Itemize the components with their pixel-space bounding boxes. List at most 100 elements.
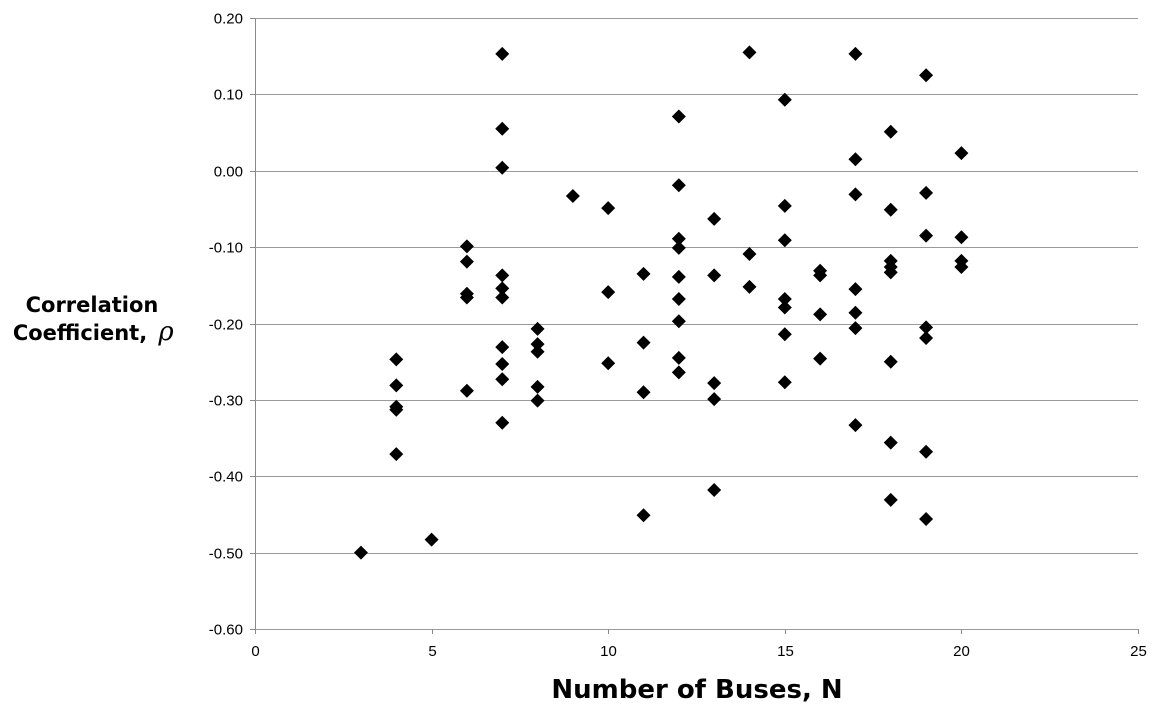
- data-point: [813, 307, 828, 322]
- data-point: [459, 239, 474, 254]
- data-point: [777, 327, 792, 342]
- data-point: [848, 305, 863, 320]
- y-axis-ticks: 0.20 0.10 0.00 -0.10 -0.20 -0.30 -0.40 -0.50 -0.…: [209, 11, 255, 639]
- data-point: [495, 46, 510, 61]
- y-axis-title: Correlation Coefficient, ρ: [13, 293, 175, 347]
- data-point: [919, 331, 934, 346]
- data-point: [848, 282, 863, 297]
- data-point: [707, 268, 722, 283]
- data-point: [919, 68, 934, 83]
- data-point: [919, 185, 934, 200]
- rho-symbol: ρ: [157, 317, 174, 347]
- data-point: [707, 376, 722, 391]
- x-tick-label: 25: [1130, 643, 1147, 660]
- data-point: [777, 198, 792, 213]
- data-point: [495, 372, 510, 387]
- data-point: [777, 92, 792, 107]
- data-point: [495, 356, 510, 371]
- x-tick-label: 20: [953, 643, 970, 660]
- data-point: [919, 444, 934, 459]
- data-point: [636, 385, 651, 400]
- y-tick-label: -0.20: [209, 317, 243, 334]
- data-point: [671, 365, 686, 380]
- data-point: [848, 418, 863, 433]
- data-point: [495, 415, 510, 430]
- data-point: [601, 201, 616, 216]
- data-point: [495, 340, 510, 355]
- data-point: [495, 160, 510, 175]
- data-point: [671, 240, 686, 255]
- data-point: [389, 378, 404, 393]
- data-point: [883, 265, 898, 280]
- y-tick-label: -0.10: [209, 240, 243, 257]
- data-point: [813, 351, 828, 366]
- gridlines: [255, 18, 1138, 630]
- data-point: [530, 337, 545, 352]
- data-point: [777, 292, 792, 307]
- data-point: [848, 152, 863, 167]
- y-tick-label: -0.40: [209, 469, 243, 486]
- y-tick-label: -0.60: [209, 622, 243, 639]
- data-point: [883, 354, 898, 369]
- data-point: [707, 482, 722, 497]
- data-point: [742, 246, 757, 261]
- data-point: [848, 187, 863, 202]
- x-tick-label: 15: [777, 643, 794, 660]
- data-point: [530, 344, 545, 359]
- data-point: [459, 254, 474, 269]
- data-points: [353, 45, 969, 560]
- data-point: [671, 314, 686, 329]
- data-point: [424, 532, 439, 547]
- data-point: [707, 392, 722, 407]
- data-point: [636, 266, 651, 281]
- data-point: [495, 281, 510, 296]
- y-axis-title-line1: Correlation: [26, 293, 159, 317]
- data-point: [495, 290, 510, 305]
- data-point: [671, 109, 686, 124]
- x-axis-ticks: 0 5 10 15 20 25: [251, 629, 1147, 660]
- data-point: [777, 375, 792, 390]
- x-tick-label: 10: [600, 643, 617, 660]
- data-point: [530, 393, 545, 408]
- data-point: [389, 352, 404, 367]
- data-point: [389, 447, 404, 462]
- data-point: [742, 279, 757, 294]
- data-point: [671, 269, 686, 284]
- data-point: [495, 268, 510, 283]
- data-point: [777, 233, 792, 248]
- y-tick-label: 0.10: [214, 87, 243, 104]
- y-tick-label: -0.50: [209, 546, 243, 563]
- data-point: [389, 402, 404, 417]
- y-tick-label: 0.20: [214, 11, 243, 28]
- x-axis-title: Number of Buses, N: [551, 675, 842, 705]
- data-point: [707, 211, 722, 226]
- data-point: [883, 435, 898, 450]
- data-point: [495, 121, 510, 136]
- y-tick-label: -0.30: [209, 393, 243, 410]
- x-tick-label: 0: [251, 643, 259, 660]
- data-point: [883, 124, 898, 139]
- data-point: [459, 290, 474, 305]
- data-point: [919, 512, 934, 527]
- data-point: [742, 45, 757, 60]
- data-point: [954, 230, 969, 245]
- data-point: [636, 335, 651, 350]
- data-point: [777, 300, 792, 315]
- y-axis-title-line2: Coefficient,: [13, 321, 147, 345]
- data-point: [671, 350, 686, 365]
- y-tick-label: 0.00: [214, 164, 243, 181]
- data-point: [671, 231, 686, 246]
- data-point: [954, 146, 969, 161]
- data-point: [459, 383, 474, 398]
- data-point: [530, 379, 545, 394]
- data-point: [848, 321, 863, 336]
- data-point: [671, 178, 686, 193]
- data-point: [919, 320, 934, 335]
- data-point: [353, 545, 368, 560]
- data-point: [636, 508, 651, 523]
- data-point: [565, 188, 580, 203]
- data-point: [601, 356, 616, 371]
- data-point: [919, 228, 934, 243]
